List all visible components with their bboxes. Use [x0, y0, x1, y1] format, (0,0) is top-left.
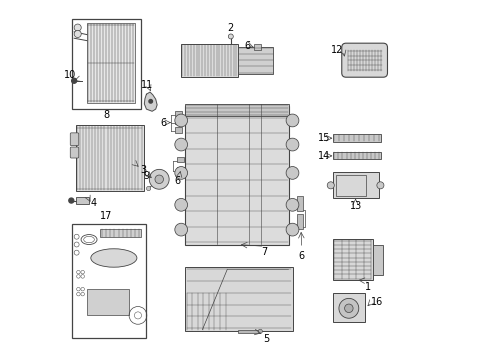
Circle shape [149, 100, 152, 103]
Text: 16: 16 [371, 297, 383, 307]
Circle shape [286, 138, 299, 151]
Text: 6: 6 [298, 251, 304, 261]
Bar [333, 152, 381, 159]
Circle shape [175, 223, 188, 236]
FancyBboxPatch shape [70, 133, 79, 145]
Text: 14: 14 [318, 151, 330, 161]
Text: 6: 6 [174, 176, 181, 186]
Bar [75, 125, 144, 192]
Circle shape [72, 78, 76, 83]
Bar [254, 44, 261, 50]
Bar [185, 267, 293, 330]
Bar [297, 214, 303, 229]
Bar [333, 134, 381, 142]
Text: 1: 1 [365, 282, 371, 292]
Bar [372, 245, 383, 275]
Circle shape [74, 24, 81, 31]
Text: 8: 8 [103, 110, 109, 120]
FancyBboxPatch shape [70, 147, 79, 158]
Circle shape [74, 31, 81, 37]
Bar [297, 196, 303, 211]
Bar [333, 239, 372, 280]
Text: 7: 7 [261, 247, 268, 257]
Circle shape [175, 138, 188, 151]
Circle shape [377, 182, 384, 189]
Circle shape [175, 114, 188, 127]
Circle shape [327, 182, 334, 189]
Text: 3: 3 [141, 165, 147, 175]
Circle shape [286, 167, 299, 179]
Bar [177, 157, 184, 162]
Bar [87, 23, 135, 103]
Text: 15: 15 [318, 133, 330, 143]
Bar [185, 106, 289, 244]
Circle shape [258, 329, 262, 333]
Circle shape [339, 298, 359, 318]
Ellipse shape [91, 249, 137, 267]
Circle shape [155, 175, 164, 184]
Bar [177, 167, 184, 172]
Circle shape [175, 167, 188, 179]
Text: 11: 11 [142, 80, 154, 90]
Bar [175, 111, 182, 116]
Circle shape [175, 198, 188, 211]
Bar [181, 44, 238, 77]
Bar [175, 119, 182, 124]
Text: 10: 10 [64, 70, 76, 80]
Text: 12: 12 [331, 45, 343, 55]
Bar [333, 172, 379, 198]
Bar [175, 127, 182, 132]
Circle shape [286, 198, 299, 211]
Bar [333, 293, 365, 323]
Bar [100, 229, 141, 238]
Bar [337, 175, 366, 195]
Bar [72, 19, 141, 109]
Bar [87, 289, 129, 315]
Bar [238, 329, 260, 333]
Text: 4: 4 [91, 198, 97, 208]
Circle shape [149, 169, 169, 189]
Bar [238, 47, 273, 74]
Text: 9: 9 [143, 171, 149, 181]
Bar [75, 197, 89, 204]
Text: 6: 6 [244, 41, 250, 51]
Circle shape [69, 198, 74, 203]
Text: 5: 5 [264, 334, 270, 344]
Text: 13: 13 [349, 201, 362, 211]
Circle shape [147, 186, 151, 191]
Circle shape [286, 114, 299, 127]
Bar [185, 104, 289, 116]
Circle shape [286, 223, 299, 236]
Text: 2: 2 [228, 23, 234, 33]
Text: 17: 17 [100, 211, 112, 221]
Circle shape [228, 34, 233, 39]
FancyBboxPatch shape [342, 43, 388, 77]
Text: 6: 6 [160, 118, 166, 127]
Bar [72, 224, 147, 338]
Polygon shape [145, 92, 157, 111]
Circle shape [344, 304, 353, 312]
